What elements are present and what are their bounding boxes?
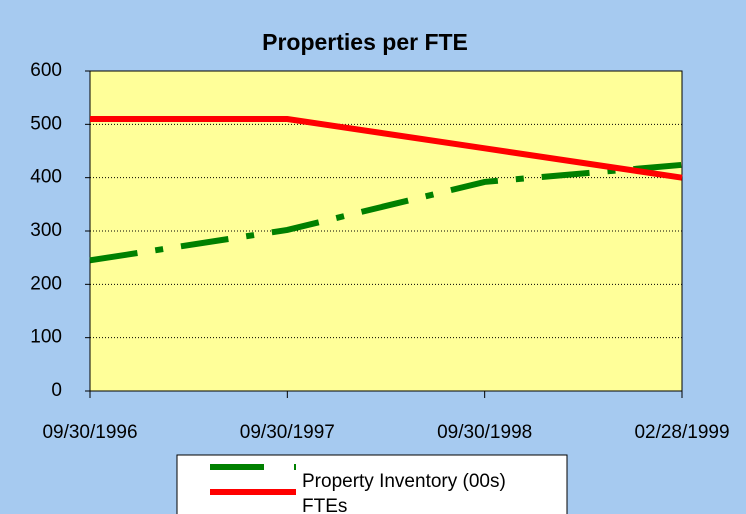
y-tick-label: 100 bbox=[30, 327, 62, 348]
legend-label: Property Inventory (00s) bbox=[302, 471, 506, 492]
chart-title: Properties per FTE bbox=[262, 29, 468, 55]
x-tick-label: 09/30/1997 bbox=[240, 422, 335, 443]
legend bbox=[176, 454, 568, 514]
x-tick-label: 09/30/1998 bbox=[437, 422, 532, 443]
y-tick-label: 200 bbox=[30, 273, 62, 294]
y-tick-label: 600 bbox=[30, 60, 62, 81]
x-tick-label: 09/30/1996 bbox=[42, 422, 137, 443]
y-tick-label: 0 bbox=[51, 380, 62, 401]
y-tick-label: 300 bbox=[30, 220, 62, 241]
x-tick-label: 02/28/1999 bbox=[634, 422, 729, 443]
legend-label: FTEs bbox=[302, 496, 347, 514]
series-line bbox=[90, 116, 683, 181]
plot-area bbox=[89, 70, 683, 392]
series-line bbox=[89, 161, 683, 264]
y-tick-label: 400 bbox=[30, 167, 62, 188]
y-tick-label: 500 bbox=[30, 113, 62, 134]
